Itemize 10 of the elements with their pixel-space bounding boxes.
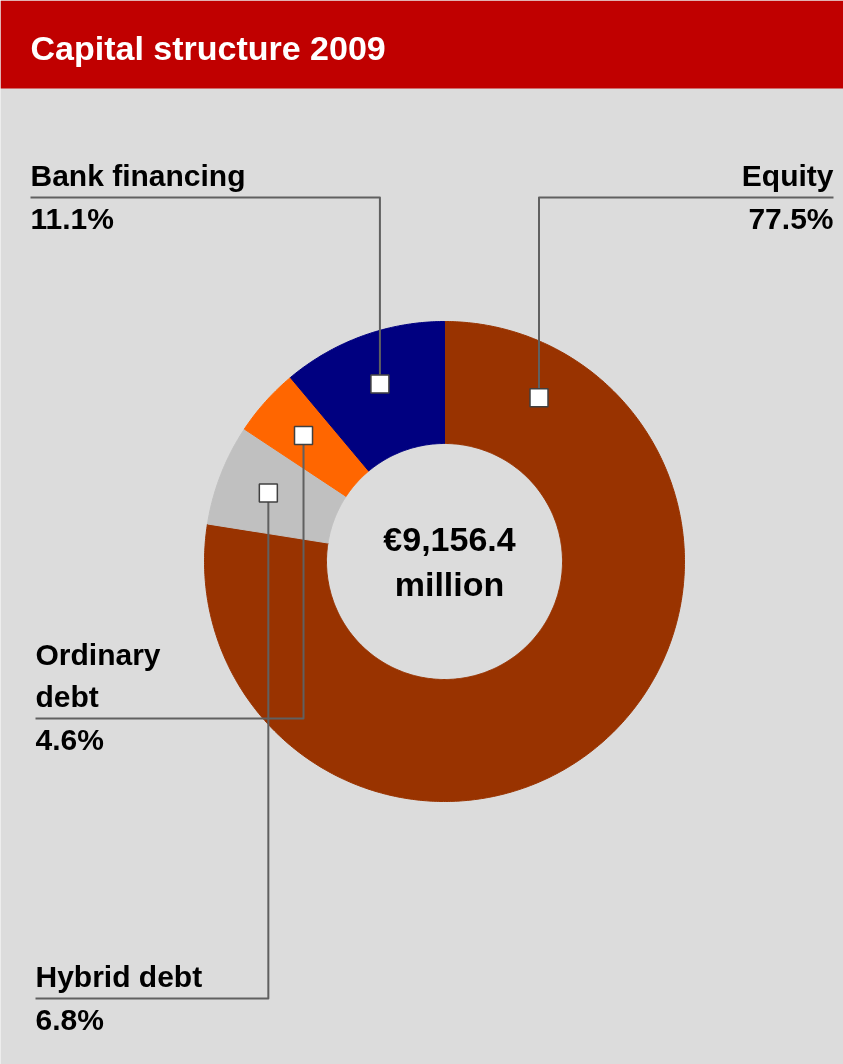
data-label: 4.6% [35,722,104,756]
slice-label: Bank financing [30,158,246,192]
slice-label: Ordinary debt [35,638,161,713]
chart-title: Capital structure 2009 [30,28,386,67]
data-label: 77.5% [748,201,834,235]
text: €9,156.4 million [383,519,516,604]
slice-label: Equity [741,158,834,192]
data-label: 6.8% [35,1002,104,1036]
data-label: 11.1% [30,201,114,235]
slice-label: Hybrid debt [35,959,203,993]
